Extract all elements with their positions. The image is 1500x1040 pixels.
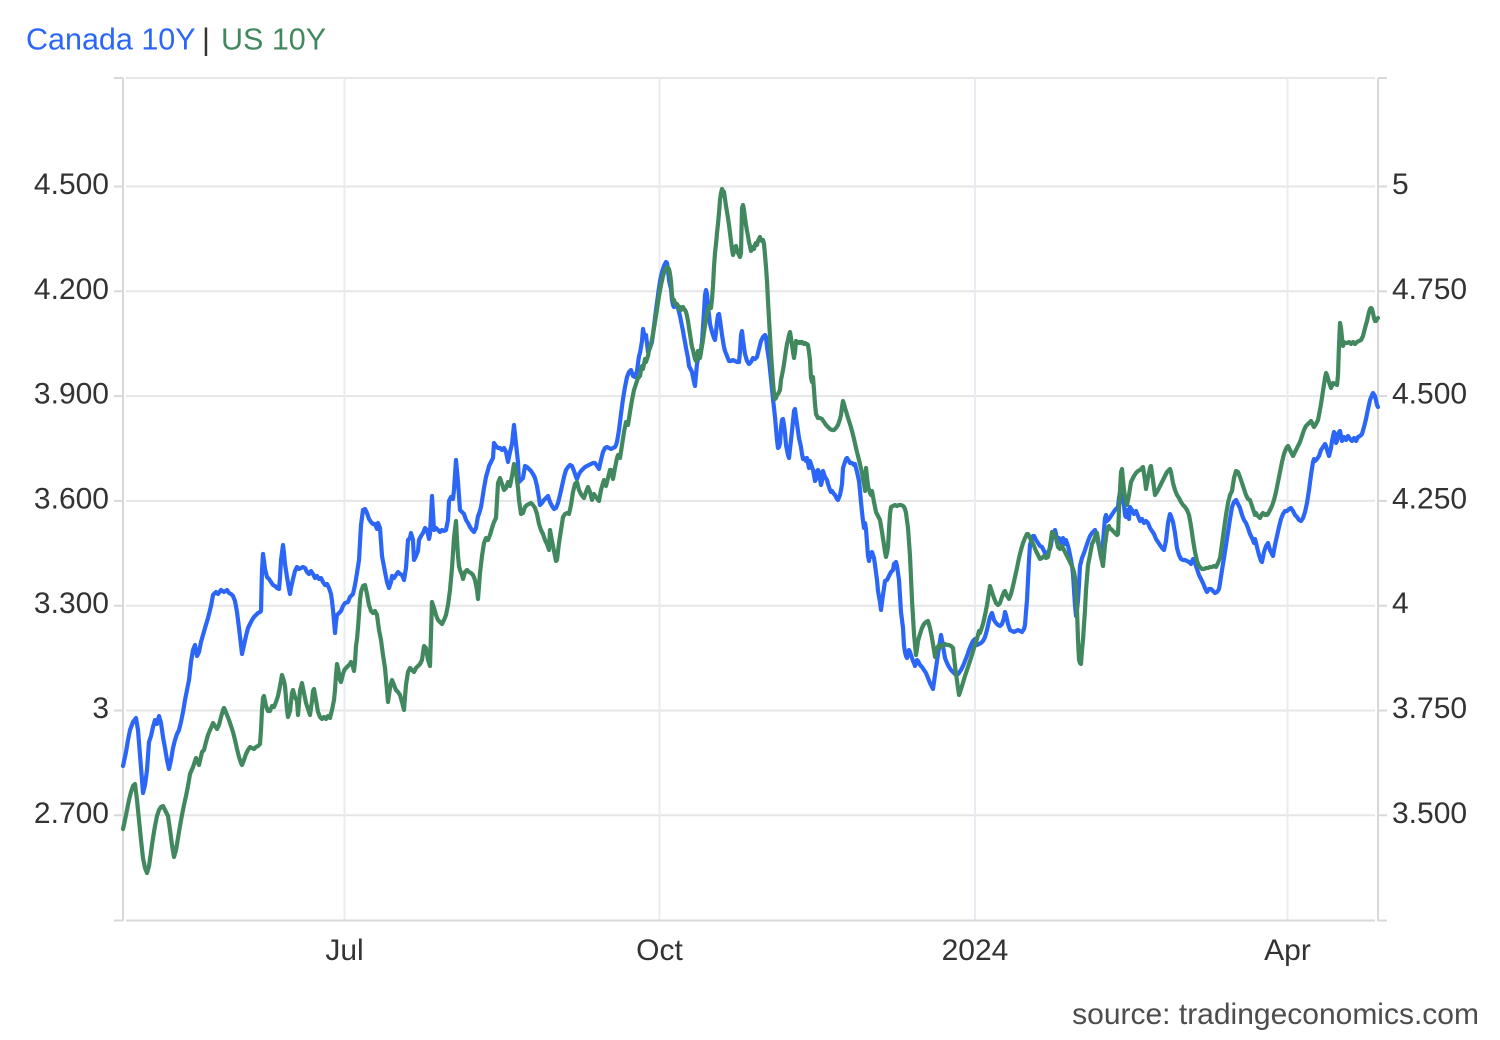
svg-text:source: tradingeconomics.com: source: tradingeconomics.com xyxy=(1072,998,1479,1031)
svg-text:4.500: 4.500 xyxy=(34,168,109,201)
svg-text:Jul: Jul xyxy=(325,934,363,967)
svg-text:Canada 10Y: Canada 10Y xyxy=(26,23,196,57)
svg-text:|: | xyxy=(202,23,210,57)
svg-text:3: 3 xyxy=(92,692,109,725)
svg-text:4.750: 4.750 xyxy=(1392,273,1467,306)
svg-text:3.900: 3.900 xyxy=(34,378,109,411)
svg-text:3.300: 3.300 xyxy=(34,587,109,620)
svg-text:Apr: Apr xyxy=(1264,934,1311,967)
svg-text:4.500: 4.500 xyxy=(1392,378,1467,411)
svg-text:US 10Y: US 10Y xyxy=(221,23,326,57)
svg-text:4: 4 xyxy=(1392,587,1409,620)
svg-text:Oct: Oct xyxy=(636,934,683,967)
svg-text:5: 5 xyxy=(1392,168,1409,201)
svg-text:3.750: 3.750 xyxy=(1392,692,1467,725)
svg-text:3.500: 3.500 xyxy=(1392,797,1467,830)
svg-text:4.250: 4.250 xyxy=(1392,482,1467,515)
svg-text:3.600: 3.600 xyxy=(34,482,109,515)
svg-text:2.700: 2.700 xyxy=(34,797,109,830)
svg-text:2024: 2024 xyxy=(942,934,1009,967)
svg-text:4.200: 4.200 xyxy=(34,273,109,306)
